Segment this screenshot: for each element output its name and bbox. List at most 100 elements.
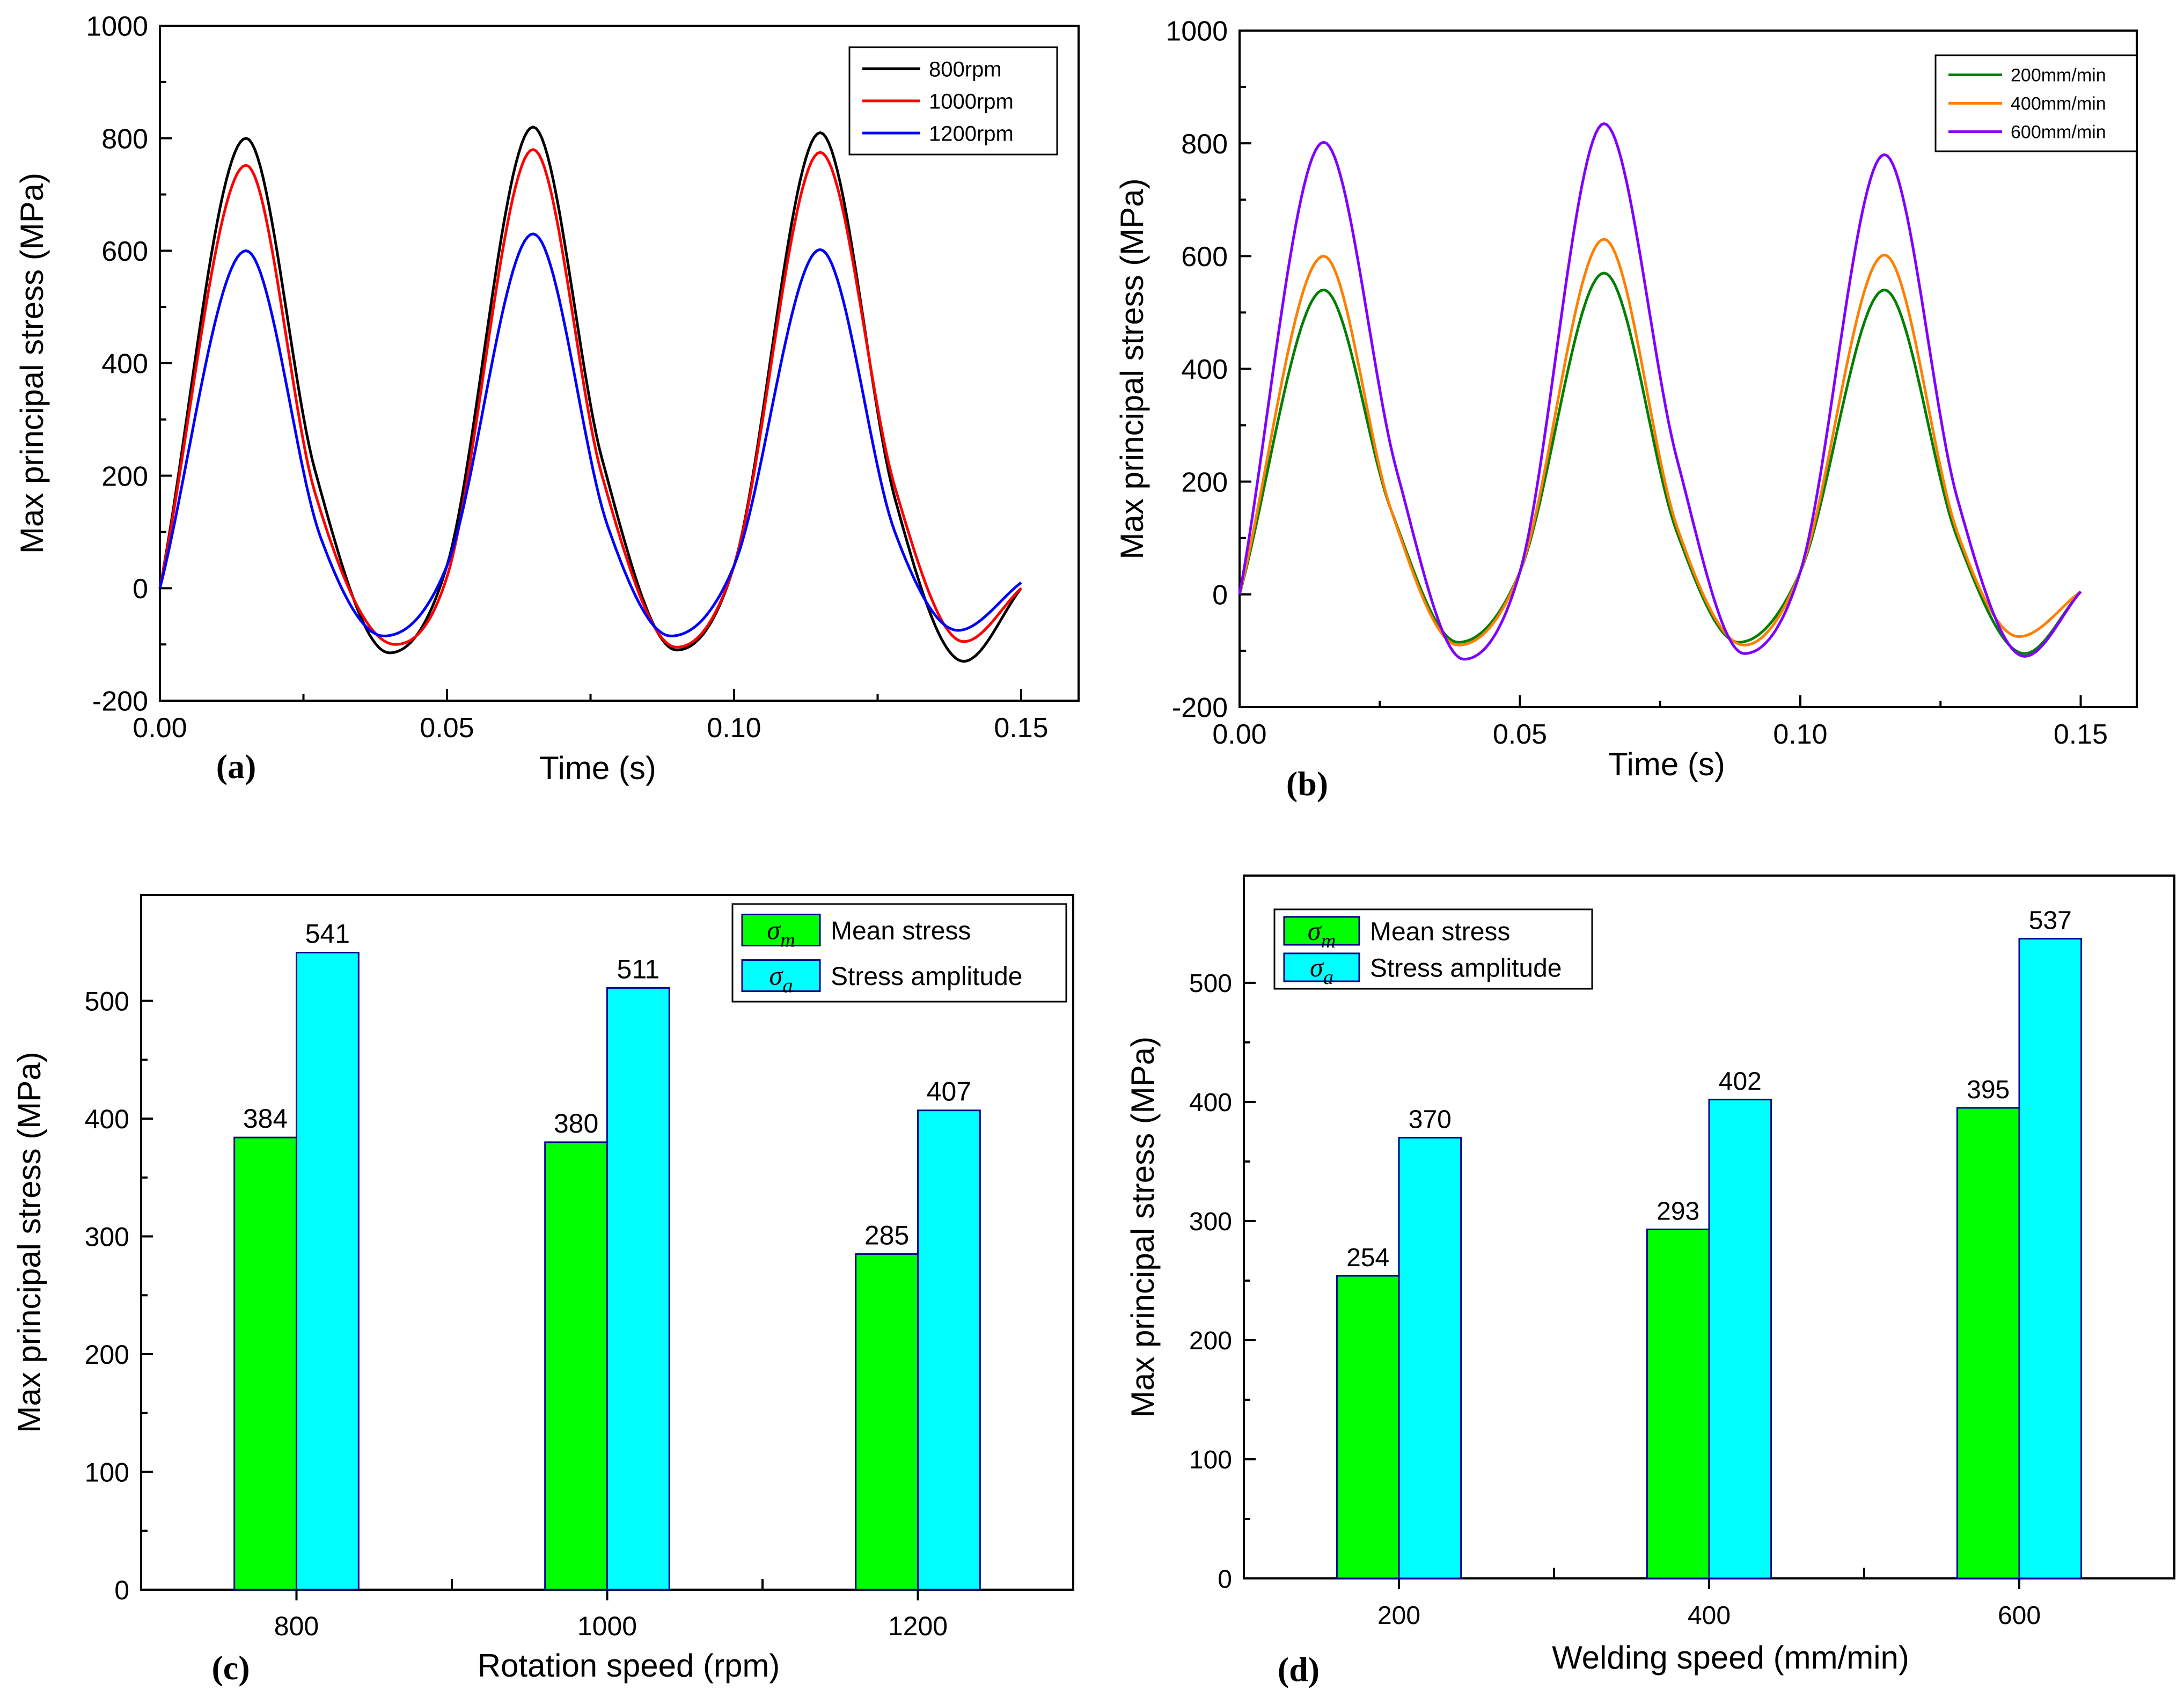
chart-panel-1: -200 0 200 400 600 800 1000 Max principal stres… <box>1114 16 2138 803</box>
legend-symbol-subscript: m <box>780 929 795 952</box>
legend-label: Stress amplitude <box>1370 954 1562 982</box>
y-axis-label: Max principal stress (MPa) <box>1125 1037 1161 1417</box>
y-tick-label: 800 <box>101 123 148 155</box>
series-line-1200rpm <box>158 232 1022 637</box>
bar-value-label: 402 <box>1719 1067 1762 1096</box>
panel-label: (c) <box>211 1649 250 1687</box>
x-tick-label: 0.00 <box>133 712 187 744</box>
y-tick-label: 1000 <box>86 11 148 42</box>
bar-mean-stress-1000 <box>544 1141 609 1591</box>
chart-panel-3: 0 100 200 300 400 500 Max principal stress (MP… <box>1125 875 2175 1688</box>
x-tick-label: 600 <box>1998 1601 2041 1630</box>
y-tick-label: 300 <box>85 1222 129 1252</box>
y-tick-label: 400 <box>1189 1089 1232 1117</box>
legend-swatch <box>741 959 821 992</box>
y-tick-label: 500 <box>85 987 129 1017</box>
legend-symbol-letter: σ <box>1310 952 1324 982</box>
bar-value-label: 293 <box>1657 1197 1699 1225</box>
legend-symbol-letter: σ <box>769 960 783 990</box>
y-tick-label: -200 <box>92 686 148 717</box>
x-axis-label: Time (s) <box>539 750 656 786</box>
y-axis-label: Max principal stress (MPa) <box>14 173 50 554</box>
y-tick-label: 400 <box>101 349 148 380</box>
panel-label: (d) <box>1278 1650 1320 1688</box>
legend-symbol-letter: σ <box>1308 916 1322 946</box>
x-tick-label: 0.10 <box>707 712 761 744</box>
y-tick-label: 200 <box>85 1340 129 1370</box>
legend-symbol-letter: σ <box>767 915 781 945</box>
y-axis-label: Max principal stress (MPa) <box>1114 178 1150 559</box>
legend-label: Mean stress <box>831 917 971 945</box>
bar-mean-stress-200 <box>1336 1275 1400 1579</box>
chart-panel-2: 0 100 200 300 400 500 Max principal stress (MP… <box>11 894 1074 1687</box>
legend-swatch <box>1283 952 1360 982</box>
y-tick-label: 500 <box>1189 969 1232 998</box>
x-tick-label: 0.05 <box>420 712 474 744</box>
x-tick-label: 0.10 <box>1773 719 1827 750</box>
y-tick-label: 200 <box>1189 1327 1232 1355</box>
legend-label: Mean stress <box>1370 917 1510 946</box>
bar-stress-amplitude-200 <box>1398 1136 1462 1579</box>
legend: 200mm/min 400mm/min 600mm/min <box>1934 54 2138 152</box>
legend-label: 200mm/min <box>2011 65 2106 86</box>
y-tick-label: 100 <box>1189 1446 1232 1474</box>
legend-label: 1000rpm <box>929 90 1014 113</box>
y-tick-label: 1000 <box>1166 16 1228 47</box>
bar-value-label: 380 <box>554 1108 598 1138</box>
bar-value-label: 254 <box>1346 1244 1389 1272</box>
bar-stress-amplitude-600 <box>2018 938 2083 1579</box>
bar-mean-stress-800 <box>233 1136 298 1591</box>
legend-swatch <box>1283 916 1360 946</box>
legend: 800rpm 1000rpm 1200rpm <box>848 46 1058 156</box>
series-line-600mm/min <box>1238 122 2082 661</box>
legend-label: 1200rpm <box>929 122 1014 145</box>
legend-swatch <box>741 914 821 946</box>
legend-label: Stress amplitude <box>831 962 1023 991</box>
x-tick-label: 1200 <box>888 1611 948 1641</box>
y-tick-label: 600 <box>1181 241 1228 273</box>
x-tick-label: 0.00 <box>1212 719 1266 750</box>
x-tick-label: 800 <box>274 1611 319 1641</box>
legend-symbol-subscript: m <box>1321 930 1336 952</box>
legend-symbol: σa <box>1310 952 1333 989</box>
panel-label: (a) <box>216 747 256 785</box>
legend-label: 400mm/min <box>2011 94 2106 114</box>
panel-label: (b) <box>1286 765 1328 803</box>
bar-stress-amplitude-800 <box>296 952 360 1591</box>
bar-stress-amplitude-1200 <box>917 1109 981 1591</box>
legend-symbol-subscript: a <box>1323 966 1333 989</box>
bar-value-label: 541 <box>305 919 350 949</box>
legend-symbol: σm <box>1308 916 1336 952</box>
bar-mean-stress-400 <box>1646 1228 1710 1579</box>
y-tick-label: 0 <box>1212 580 1228 611</box>
x-tick-label: 0.05 <box>1493 719 1547 750</box>
y-tick-label: 400 <box>85 1104 129 1134</box>
x-tick-label: 400 <box>1688 1601 1731 1630</box>
bar-value-label: 285 <box>864 1220 909 1250</box>
y-tick-label: 0 <box>1218 1565 1232 1593</box>
bar-mean-stress-1200 <box>855 1253 919 1591</box>
legend: σm Mean stress σa Stress amplitude <box>1273 908 1593 990</box>
legend-label: 800rpm <box>929 57 1002 81</box>
series-line-1000rpm <box>158 148 1022 649</box>
bar-mean-stress-600 <box>1956 1107 2020 1579</box>
legend-symbol: σm <box>767 915 795 951</box>
x-tick-label: 1000 <box>577 1611 637 1641</box>
bar-value-label: 370 <box>1409 1105 1452 1134</box>
y-tick-label: -200 <box>1172 693 1228 724</box>
bar-stress-amplitude-400 <box>1708 1098 1772 1579</box>
series-line-400mm/min <box>1238 238 2082 646</box>
bar-value-label: 407 <box>927 1077 971 1107</box>
bar-value-label: 384 <box>243 1104 288 1134</box>
legend-symbol-subscript: a <box>782 975 793 997</box>
legend-symbol: σa <box>769 960 793 997</box>
chart-panel-0: -200 0 200 400 600 800 1000 Max principal stres… <box>14 11 1080 786</box>
y-tick-label: 100 <box>85 1458 129 1488</box>
x-tick-label: 200 <box>1377 1601 1420 1630</box>
x-tick-label: 0.15 <box>994 712 1048 744</box>
y-tick-label: 200 <box>1181 467 1228 498</box>
y-tick-label: 800 <box>1181 129 1228 160</box>
y-tick-label: 200 <box>101 461 148 492</box>
